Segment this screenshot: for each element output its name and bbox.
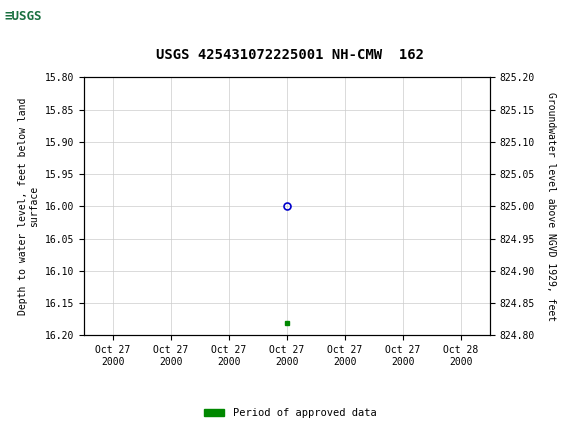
Y-axis label: Depth to water level, feet below land
surface: Depth to water level, feet below land su… [18, 98, 39, 315]
Text: ≡USGS: ≡USGS [4, 9, 42, 23]
FancyBboxPatch shape [3, 3, 55, 29]
Text: USGS 425431072225001 NH-CMW  162: USGS 425431072225001 NH-CMW 162 [156, 48, 424, 62]
Legend: Period of approved data: Period of approved data [200, 404, 380, 423]
Y-axis label: Groundwater level above NGVD 1929, feet: Groundwater level above NGVD 1929, feet [546, 92, 556, 321]
